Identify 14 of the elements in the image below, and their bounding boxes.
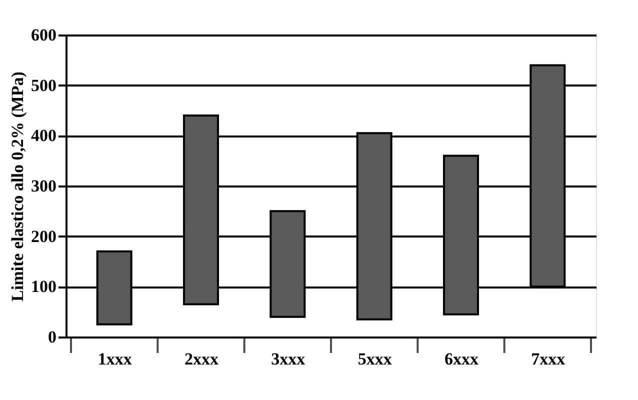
y-tick-label: 600 [31,26,56,44]
y-tick-label: 100 [31,277,56,296]
x-tick-label: 3xxx [271,350,306,368]
y-axis-title: Limite elastico allo 0,2% (MPa) [8,72,27,302]
y-tick-label: 400 [31,126,56,146]
x-tick-label: 5xxx [358,350,392,368]
y-tick-label: 500 [31,76,56,95]
x-tick-label: 6xxx [444,350,479,368]
y-tick-label: 0 [48,328,56,346]
x-tick-label: 7xxx [531,350,566,368]
x-tick-label: 2xxx [184,350,219,368]
y-tick-label: 200 [31,226,56,246]
x-tick-label: 1xxx [98,350,132,368]
y-tick-label: 300 [31,176,56,196]
